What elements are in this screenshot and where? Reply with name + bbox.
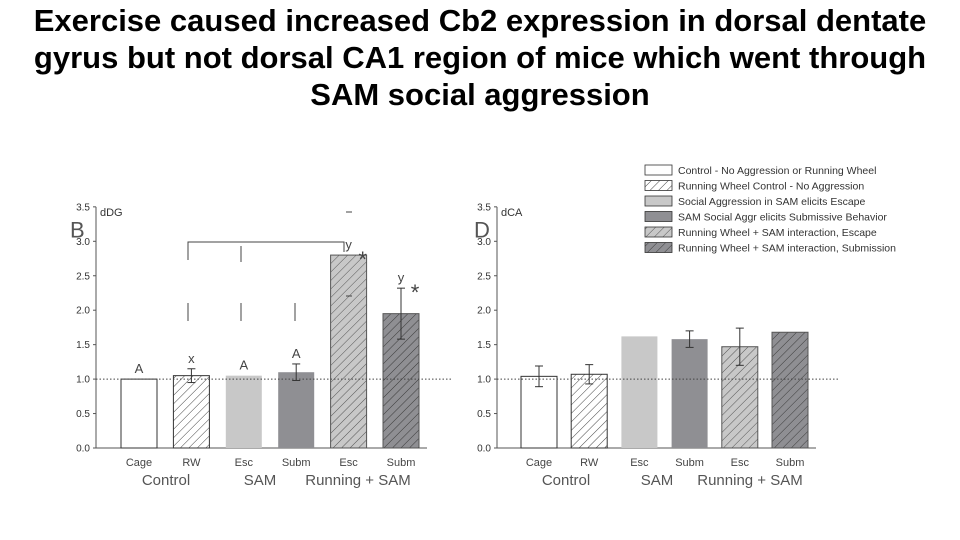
bar-subm — [771, 331, 809, 449]
legend-swatch — [644, 211, 673, 222]
y-tick-label: 1.0 — [76, 375, 90, 386]
bar-rw — [172, 375, 210, 449]
legend-swatch — [644, 180, 673, 191]
panel-label: B — [70, 217, 85, 242]
y-tick-label: 0.0 — [76, 444, 90, 455]
bar-cage — [520, 375, 558, 449]
group-label: Control — [542, 472, 590, 489]
legend-label: SAM Social Aggr elicits Submissive Behav… — [678, 212, 887, 224]
bar-annotation: A — [135, 361, 144, 376]
legend-swatch — [644, 195, 673, 207]
category-label: Esc — [235, 457, 254, 469]
y-tick-label: 2.5 — [76, 271, 90, 282]
significance-star: * — [358, 247, 367, 272]
y-tick-label: 3.0 — [76, 237, 90, 248]
group-label: Control — [142, 472, 190, 489]
significance-star: * — [411, 280, 420, 305]
bar-cage — [120, 378, 158, 449]
y-tick-label: 2.5 — [477, 271, 491, 282]
y-tick-label: 2.0 — [477, 306, 491, 317]
panel-label: D — [474, 217, 490, 242]
bar-esc — [621, 336, 658, 448]
bar-esc — [330, 254, 368, 449]
bar-annotation: y — [345, 237, 352, 252]
bar-annotation: x — [188, 351, 195, 366]
y-axis-label: dCA — [501, 207, 523, 219]
y-tick-label: 2.0 — [76, 306, 90, 317]
legend-swatch — [644, 242, 673, 253]
slide-title: Exercise caused increased Cb2 expression… — [33, 3, 927, 112]
y-tick-label: 3.0 — [477, 237, 491, 248]
bar-annotation: A — [292, 346, 301, 361]
category-label: Subm — [387, 457, 416, 469]
category-label: Cage — [526, 457, 552, 469]
y-tick-label: 1.0 — [477, 375, 491, 386]
bar-esc — [225, 375, 262, 448]
group-label: SAM — [641, 472, 674, 489]
y-tick-label: 3.5 — [76, 202, 90, 213]
legend-swatch — [644, 226, 673, 238]
legend-label: Social Aggression in SAM elicits Escape — [678, 196, 865, 208]
bar-annotation: A — [239, 358, 248, 373]
bar-subm — [278, 372, 315, 448]
y-tick-label: 1.5 — [76, 340, 90, 351]
legend-label: Control - No Aggression or Running Wheel — [678, 165, 876, 177]
legend-label: Running Wheel + SAM interaction, Escape — [678, 227, 877, 239]
y-tick-label: 3.5 — [477, 202, 491, 213]
legend-swatch — [644, 164, 673, 176]
y-tick-label: 0.5 — [76, 409, 90, 420]
legend: Control - No Aggression or Running Wheel… — [644, 164, 896, 255]
category-label: Esc — [339, 457, 358, 469]
category-label: Subm — [776, 457, 805, 469]
category-label: Subm — [282, 457, 311, 469]
significance-bracket — [187, 211, 352, 321]
legend-label: Running Wheel Control - No Aggression — [678, 181, 864, 193]
y-axis-label: dDG — [100, 207, 123, 219]
y-tick-label: 1.5 — [477, 340, 491, 351]
group-label: SAM — [244, 472, 277, 489]
y-tick-label: 0.0 — [477, 444, 491, 455]
bar-subm — [671, 339, 708, 448]
group-label: Running + SAM — [305, 472, 410, 489]
category-label: RW — [182, 457, 201, 469]
bar-rw — [570, 373, 608, 449]
category-label: Subm — [675, 457, 704, 469]
y-tick-label: 0.5 — [477, 409, 491, 420]
category-label: RW — [580, 457, 599, 469]
category-label: Cage — [126, 457, 152, 469]
legend-label: Running Wheel + SAM interaction, Submiss… — [678, 243, 896, 255]
group-label: Running + SAM — [697, 472, 802, 489]
category-label: Esc — [731, 457, 750, 469]
category-label: Esc — [630, 457, 649, 469]
bar-annotation: y — [398, 270, 405, 285]
